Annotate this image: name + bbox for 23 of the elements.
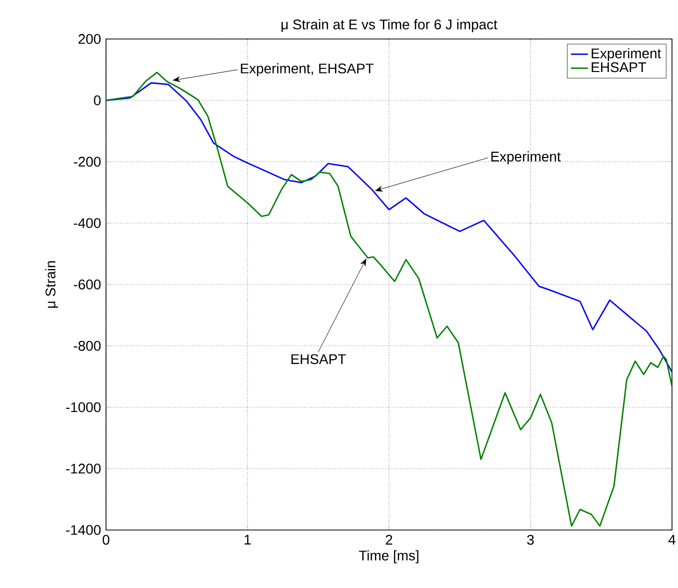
annotation: Experiment, EHSAPT (240, 63, 374, 76)
y-tick-label: -1400 (66, 525, 101, 535)
x-axis-title: Time [ms] (358, 550, 418, 564)
y-tick-label: -600 (74, 280, 101, 290)
y-tick-label: 200 (78, 34, 101, 44)
x-tick-label: 3 (527, 534, 534, 545)
x-tick-label: 4 (668, 534, 676, 544)
y-tick-label: -1200 (66, 464, 101, 474)
legend-label: EHSAPT (592, 62, 646, 72)
y-tick-label: -1000 (66, 402, 101, 412)
y-tick-label: -800 (74, 340, 101, 351)
legend-label: Experiment (592, 48, 662, 62)
x-tick-label: 0 (102, 534, 110, 545)
chart-title: μ Strain at E vs Time for 6 J impact (282, 19, 498, 32)
x-tick-label: 2 (386, 534, 392, 545)
y-axis-title: μ Strain (45, 261, 58, 308)
annotation: EHSAPT (291, 354, 346, 364)
annotation: Experiment (491, 151, 561, 164)
x-tick-label: 1 (244, 534, 251, 544)
y-tick-label: -400 (74, 218, 101, 228)
y-tick-label: 0 (94, 95, 101, 106)
y-tick-label: -200 (74, 156, 101, 167)
line-series (106, 82, 672, 373)
